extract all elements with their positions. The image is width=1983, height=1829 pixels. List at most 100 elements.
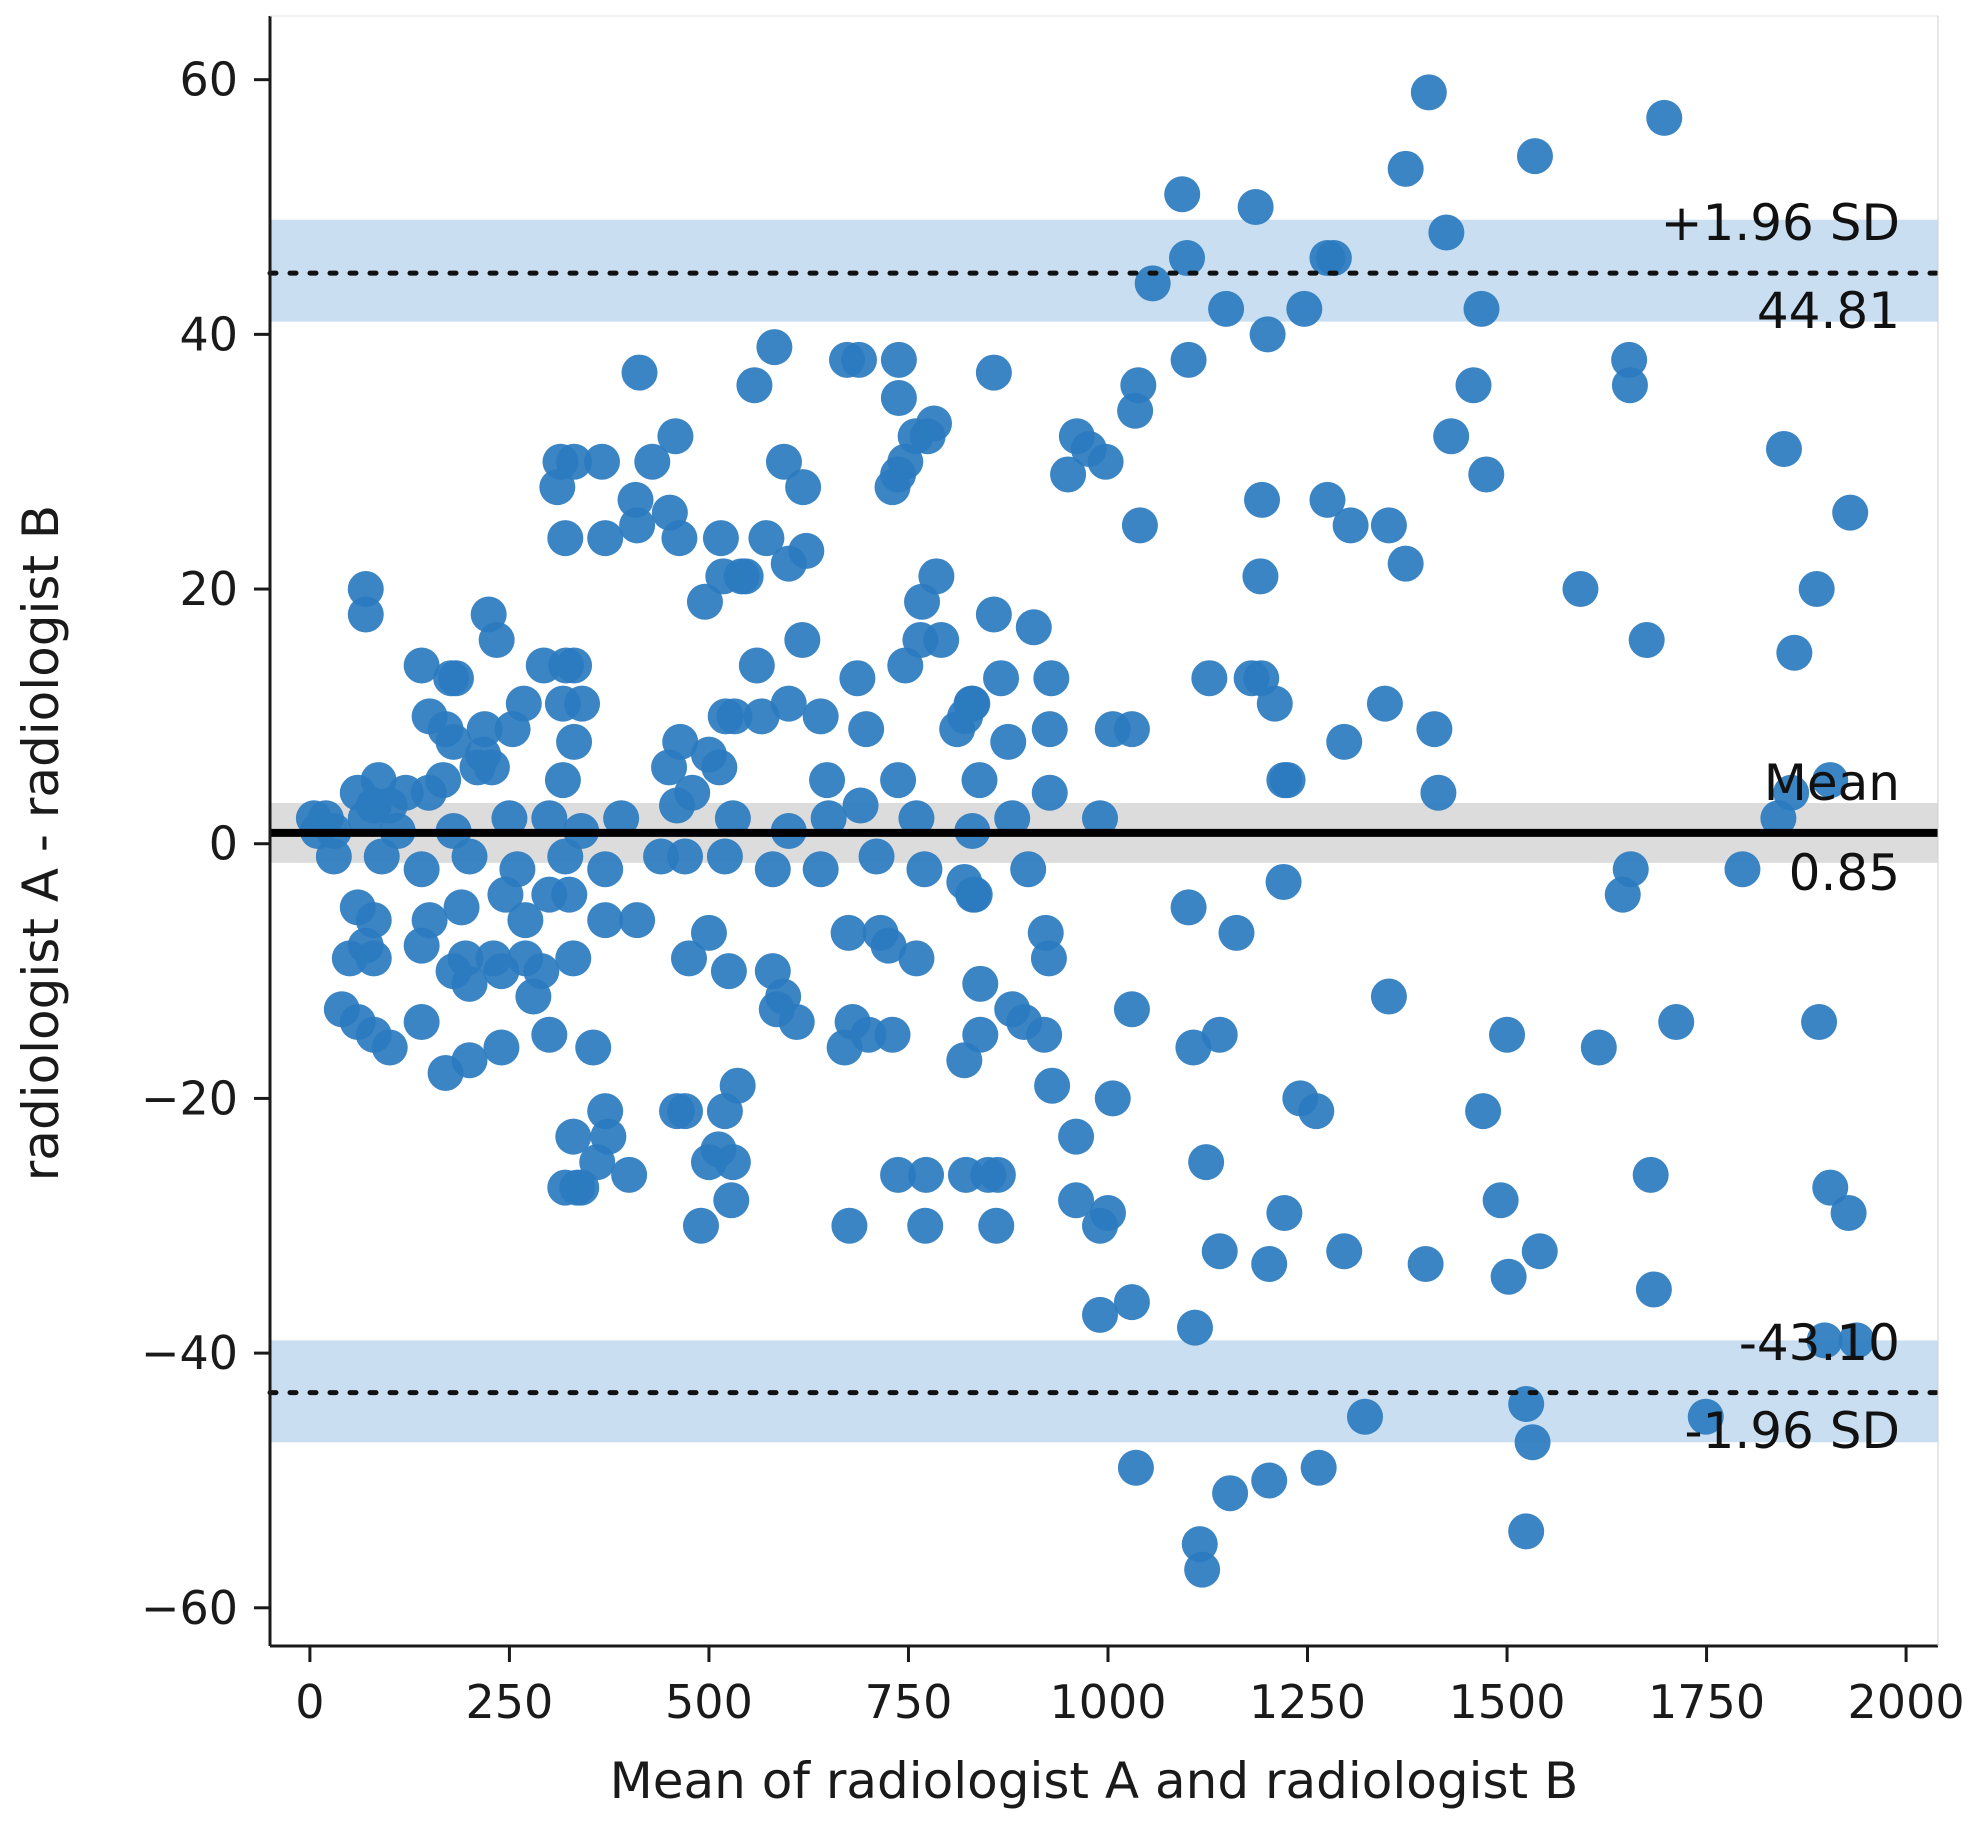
data-point (727, 558, 764, 595)
data-point (710, 953, 747, 990)
data-point (713, 1182, 750, 1219)
data-point (706, 838, 743, 875)
data-point (1611, 367, 1648, 404)
data-point (716, 698, 753, 735)
data-point (1050, 456, 1087, 493)
data-point (1201, 1016, 1238, 1053)
data-point (1170, 889, 1207, 926)
data-point (1433, 418, 1470, 455)
data-point (443, 889, 480, 926)
data-point (858, 838, 895, 875)
data-point (898, 940, 935, 977)
data-point (1370, 978, 1407, 1015)
data-point (1164, 176, 1201, 213)
data-point (670, 940, 707, 977)
data-point (1332, 507, 1369, 544)
x-tick-label: 1750 (1648, 1675, 1765, 1729)
data-point (908, 1156, 945, 1193)
x-tick-label: 1000 (1049, 1675, 1166, 1729)
data-point (1269, 762, 1306, 799)
data-point (621, 354, 658, 391)
data-point (466, 711, 503, 748)
y-tick-label: 60 (179, 53, 238, 107)
data-point (363, 838, 400, 875)
data-point (1094, 1080, 1131, 1117)
data-point (547, 520, 584, 557)
data-point (371, 1029, 408, 1066)
data-point (1184, 1551, 1221, 1588)
data-point (1030, 940, 1067, 977)
data-point (403, 851, 440, 888)
y-tick-label: −20 (141, 1071, 238, 1125)
x-tick-label: 1500 (1448, 1675, 1565, 1729)
data-point (682, 1207, 719, 1244)
x-tick-label: 1250 (1249, 1675, 1366, 1729)
data-point (1266, 1195, 1303, 1232)
data-point (1346, 1398, 1383, 1435)
data-point (315, 838, 352, 875)
mean-value: 0.85 (1789, 844, 1900, 902)
data-point (1286, 290, 1323, 327)
data-point (556, 443, 593, 480)
data-point (347, 596, 384, 633)
data-point (874, 1016, 911, 1053)
data-point (1113, 711, 1150, 748)
data-point (956, 876, 993, 913)
data-point (1191, 660, 1228, 697)
data-point (1326, 1233, 1363, 1270)
data-point (1031, 711, 1068, 748)
data-point (770, 685, 807, 722)
data-point (556, 723, 593, 760)
data-point (978, 1207, 1015, 1244)
data-point (1087, 443, 1124, 480)
upper-loa-value: 44.81 (1757, 282, 1900, 340)
data-point (587, 520, 624, 557)
data-point (714, 1144, 751, 1181)
y-tick-label: −60 (141, 1581, 238, 1635)
x-tick-label: 0 (295, 1675, 324, 1729)
y-tick-label: 0 (209, 817, 238, 871)
data-point (515, 978, 552, 1015)
data-point (1798, 571, 1835, 608)
data-point (544, 762, 581, 799)
data-point (1265, 863, 1302, 900)
data-point (1387, 150, 1424, 187)
data-point (887, 647, 924, 684)
data-point (1635, 1271, 1672, 1308)
data-point (1428, 214, 1465, 251)
data-point (898, 800, 935, 837)
data-point (1387, 545, 1424, 582)
data-point (1033, 660, 1070, 697)
data-point (990, 723, 1027, 760)
data-point (756, 329, 793, 366)
data-point (491, 800, 528, 837)
data-point (785, 469, 822, 506)
data-point (1058, 1118, 1095, 1155)
data-point (619, 902, 656, 939)
data-point (451, 965, 488, 1002)
data-point (765, 443, 802, 480)
data-point (473, 749, 510, 786)
data-point (661, 520, 698, 557)
data-point (809, 762, 846, 799)
data-point (719, 1067, 756, 1104)
data-point (1134, 265, 1171, 302)
data-point (961, 762, 998, 799)
data-point (701, 749, 738, 786)
data-point (1812, 1169, 1849, 1206)
data-point (1410, 74, 1447, 111)
data-point (587, 902, 624, 939)
data-point (880, 456, 917, 493)
data-point (1604, 876, 1641, 913)
data-point (748, 520, 785, 557)
data-point (983, 660, 1020, 697)
data-point (451, 1042, 488, 1079)
data-point (1176, 1309, 1213, 1346)
data-point (1058, 1182, 1095, 1219)
data-point (1489, 1016, 1526, 1053)
data-point (1218, 914, 1255, 951)
x-tick-label: 250 (466, 1675, 554, 1729)
data-point (1031, 774, 1068, 811)
data-point (962, 1016, 999, 1053)
